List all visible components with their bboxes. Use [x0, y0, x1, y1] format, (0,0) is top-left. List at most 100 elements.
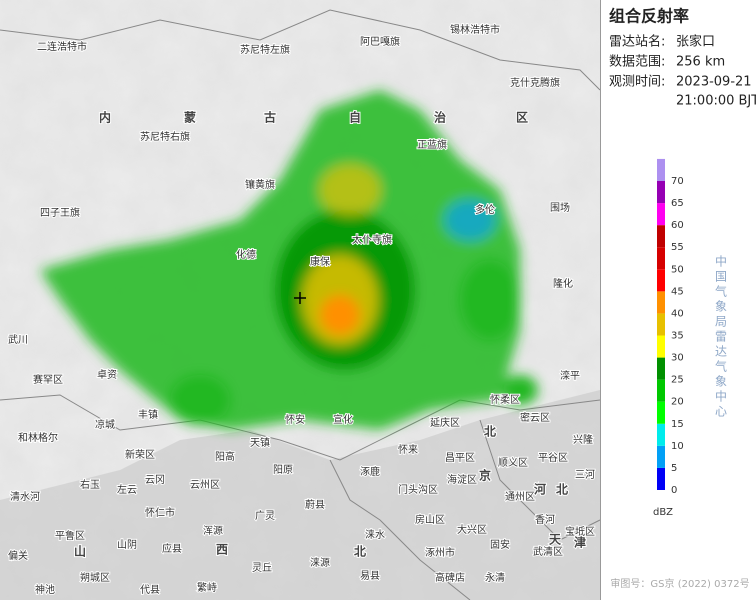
place-label: 多伦	[475, 203, 495, 216]
place-label: 山阴	[117, 539, 137, 551]
place-label: 昌平区	[445, 452, 475, 464]
legend-swatch	[657, 203, 665, 226]
place-label: 易县	[360, 570, 380, 582]
place-label: 蒙	[184, 110, 196, 125]
place-label: 区	[516, 111, 528, 125]
place-label: 平鲁区	[55, 529, 85, 542]
legend-swatch	[657, 269, 665, 292]
place-label: 武川	[8, 333, 28, 346]
legend-swatch	[657, 379, 665, 402]
place-label: 延庆区	[430, 416, 460, 429]
field-value: 256 km	[676, 55, 725, 70]
place-label: 新荣区	[125, 448, 155, 461]
place-label: 克什克腾旗	[510, 76, 560, 89]
place-label: 海淀区	[447, 473, 477, 486]
place-label: 涞水	[365, 529, 385, 541]
panel-title: 组合反射率	[609, 7, 689, 26]
legend-swatch	[657, 291, 665, 314]
place-label: 涿州市	[425, 546, 455, 559]
place-label: 治	[434, 110, 446, 125]
legend-label: 55	[671, 242, 684, 253]
place-label: 清水河	[10, 490, 40, 503]
place-label: 怀来	[398, 444, 418, 456]
legend-swatch	[657, 467, 665, 490]
place-label: 凉城	[95, 418, 115, 431]
footer: 审图号：GS京 (2022) 0372号	[610, 577, 749, 590]
legend-swatch	[657, 335, 665, 358]
place-label: 三河	[575, 469, 595, 481]
place-label: 滦平	[560, 369, 580, 382]
legend-swatch	[657, 423, 665, 446]
place-label: 阳原	[273, 464, 293, 476]
field-value: 21:00:00 BJT	[676, 94, 756, 109]
place-label: 永清	[485, 571, 505, 584]
place-label: 兴隆	[573, 433, 593, 446]
place-label: 二连浩特市	[37, 40, 87, 53]
place-label: 广灵	[255, 510, 275, 522]
place-label: 怀仁市	[145, 506, 175, 519]
place-label: 北	[354, 544, 366, 559]
place-label: 天	[549, 533, 562, 547]
field-label: 雷达站名:	[609, 34, 665, 50]
place-label: 古	[264, 110, 276, 125]
place-label: 门头沟区	[398, 483, 438, 496]
place-label: 京	[479, 468, 491, 483]
place-label: 朔城区	[80, 571, 110, 584]
place-label: 左云	[117, 483, 137, 496]
place-label: 偏关	[8, 549, 28, 562]
place-label: 怀柔区	[490, 394, 520, 406]
place-label: 锡林浩特市	[450, 23, 500, 36]
legend-label: 60	[671, 220, 684, 231]
place-label: 蔚县	[305, 499, 325, 511]
place-label: 阳高	[215, 450, 235, 463]
place-label: 隆化	[553, 277, 573, 290]
place-label: 太仆寺旗	[352, 233, 392, 246]
field-value: 2023-09-21	[676, 75, 752, 90]
place-label: 应县	[162, 542, 182, 555]
legend-swatch	[657, 401, 665, 424]
place-label: 固安	[490, 538, 510, 551]
place-label: 天镇	[250, 436, 270, 449]
place-label: 宝坻区	[565, 525, 595, 538]
place-label: 北	[556, 482, 568, 497]
boundaries	[0, 9, 601, 601]
legend-label: 50	[671, 264, 684, 275]
place-label: 阿巴嘎旗	[360, 35, 400, 48]
legend-label: 35	[671, 331, 684, 342]
legend-label: 45	[671, 286, 684, 297]
field-value: 张家口	[676, 34, 715, 50]
place-label: 和林格尔	[18, 431, 58, 444]
legend-label: 10	[671, 441, 684, 452]
legend-label: 15	[671, 419, 684, 430]
place-label: 丰镇	[138, 408, 158, 421]
place-label: 康保	[310, 255, 330, 268]
place-label: 神池	[35, 583, 55, 596]
place-label: 涞源	[310, 556, 330, 569]
legend-swatch	[657, 445, 665, 468]
place-label: 自	[349, 110, 361, 125]
place-label: 平谷区	[538, 452, 568, 464]
place-label: 云冈	[145, 474, 165, 486]
place-label: 涿鹿	[360, 465, 380, 478]
place-label: 武清区	[533, 545, 563, 558]
place-label: 云州区	[190, 479, 220, 491]
place-label: 四子王旗	[40, 206, 80, 219]
place-label: 镶黄旗	[245, 178, 275, 191]
legend-label: 0	[671, 485, 677, 496]
place-label: 苏尼特右旗	[140, 130, 190, 143]
place-label: 正蓝旗	[417, 138, 447, 151]
legend-label: 40	[671, 308, 684, 319]
place-label: 浑源	[203, 524, 223, 537]
credit: 中国气象局雷达气象中心	[714, 254, 728, 420]
legend-swatch	[657, 357, 665, 380]
place-label: 灵丘	[252, 562, 272, 574]
place-label: 右玉	[80, 478, 100, 491]
place-label: 津	[574, 535, 586, 550]
legend-swatch	[657, 225, 665, 248]
place-label: 山	[74, 544, 86, 559]
legend-swatch	[657, 158, 665, 181]
